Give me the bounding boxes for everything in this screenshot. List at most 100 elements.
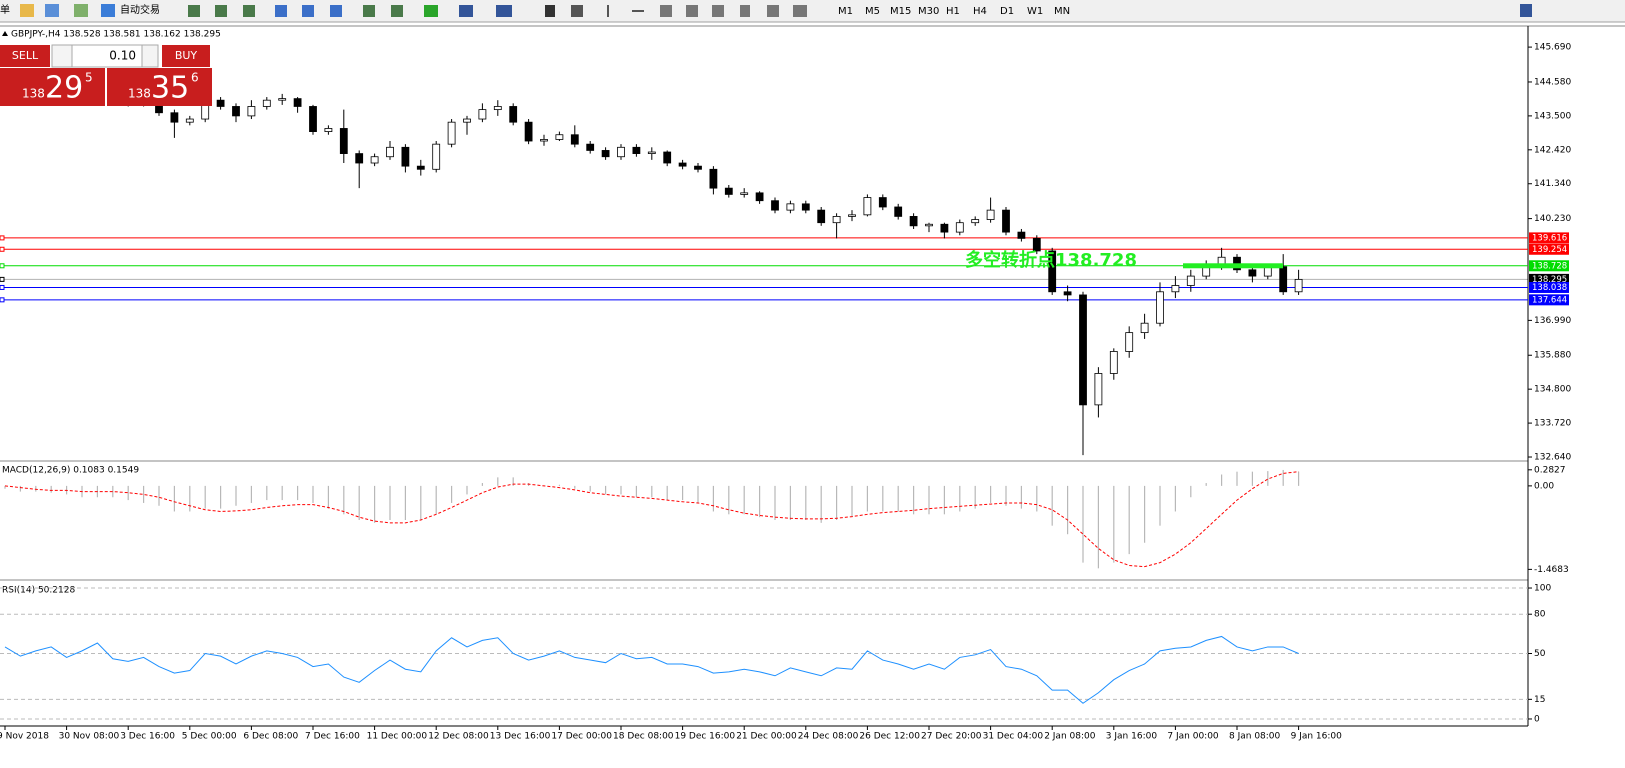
level-handle [0, 276, 5, 282]
y-tick-label: 132.640 [1534, 453, 1571, 463]
level-handle [0, 246, 5, 252]
bid-mid: 29 [45, 71, 83, 106]
auto-trade-button[interactable]: 自动交易 [120, 3, 160, 16]
timeframe-button[interactable]: M15 [890, 6, 911, 17]
candle-body [262, 99, 271, 107]
sell-button[interactable] [0, 45, 50, 67]
rsi-title: RSI(14) 50.2128 [2, 586, 75, 596]
icon[interactable] [660, 5, 672, 17]
bid-box[interactable] [0, 68, 105, 106]
lot-down[interactable] [51, 44, 73, 68]
lot-value: 0.10 [109, 49, 136, 63]
icon[interactable] [330, 5, 342, 17]
candle-body [355, 153, 364, 164]
icon[interactable] [275, 5, 287, 17]
icon[interactable] [215, 5, 227, 17]
x-tick-label: 2 Jan 08:00 [1044, 732, 1096, 742]
icon[interactable] [74, 4, 88, 17]
icon[interactable] [424, 5, 438, 17]
icon[interactable] [243, 5, 255, 17]
icon[interactable] [101, 4, 115, 17]
y-tick-label: 141.340 [1534, 179, 1571, 189]
x-tick-label: 8 Jan 08:00 [1229, 732, 1281, 742]
timeframe-button[interactable]: H4 [973, 6, 987, 17]
y-tick-label: 135.880 [1534, 351, 1571, 361]
lot-up[interactable] [141, 44, 159, 68]
y-tick-label: 100 [1534, 584, 1551, 594]
timeframe-button[interactable]: M5 [865, 6, 880, 17]
icon[interactable] [496, 5, 512, 17]
menu-item[interactable]: 单 [0, 4, 10, 16]
candle-body [1125, 332, 1134, 352]
icon[interactable] [607, 5, 609, 17]
candle-body [540, 139, 548, 142]
search-icon[interactable] [1520, 4, 1532, 17]
icon[interactable] [767, 5, 779, 17]
candle-body [1279, 266, 1288, 293]
candle-body [463, 118, 471, 123]
x-tick-label: 27 Dec 20:00 [921, 732, 982, 742]
candle-body [293, 98, 302, 107]
level-label-bg [1529, 273, 1569, 285]
x-tick-label: 21 Dec 00:00 [736, 732, 797, 742]
icon[interactable] [712, 5, 724, 17]
timeframe-button[interactable]: H1 [946, 6, 960, 17]
candle-body [678, 162, 687, 167]
candle-body [1171, 285, 1180, 293]
y-tick-label: 80 [1534, 610, 1546, 620]
candle-body [1140, 322, 1149, 334]
x-tick-label: 24 Dec 08:00 [798, 732, 859, 742]
timeframe-button[interactable]: D1 [1000, 6, 1014, 17]
x-tick-label: 9 Jan 16:00 [1291, 732, 1343, 742]
icon[interactable] [45, 4, 59, 17]
icon[interactable] [793, 5, 807, 17]
candle-body [555, 134, 564, 140]
y-tick-label: 142.420 [1534, 145, 1571, 155]
candle-body [586, 143, 595, 151]
x-tick-label: 19 Dec 16:00 [675, 732, 736, 742]
icon[interactable] [571, 5, 583, 17]
candle-body [309, 106, 317, 132]
candle-body [1048, 250, 1057, 293]
y-tick-label: 0.00 [1534, 481, 1554, 491]
timeframe-button[interactable]: M1 [838, 6, 853, 17]
timeframe-button[interactable]: W1 [1027, 6, 1043, 17]
candle-body [416, 165, 425, 170]
icon[interactable] [391, 5, 403, 17]
x-tick-label: 13 Dec 16:00 [490, 732, 551, 742]
bid-small: 5 [85, 71, 93, 85]
level-handle [0, 263, 5, 269]
candle-body [1063, 291, 1072, 296]
y-tick-label: 134.800 [1534, 385, 1571, 395]
icon[interactable] [686, 5, 698, 17]
icon[interactable] [545, 5, 555, 17]
level-label: 139.616 [1532, 233, 1567, 243]
collapse-arrow[interactable] [2, 31, 8, 36]
icon[interactable] [740, 5, 750, 17]
icon[interactable] [632, 10, 644, 12]
level-label: 138.038 [1532, 283, 1567, 293]
candle-body [447, 121, 456, 145]
candle-body [401, 146, 410, 167]
timeframe-button[interactable]: M30 [918, 6, 939, 17]
buy-button[interactable] [162, 45, 210, 67]
x-tick-label: 7 Jan 00:00 [1167, 732, 1219, 742]
candle-body [509, 106, 518, 123]
candle-body [986, 209, 995, 220]
icon[interactable] [20, 4, 34, 17]
candle-body [278, 98, 287, 101]
icon[interactable] [459, 5, 473, 17]
icon[interactable] [302, 5, 314, 17]
toolbar-bg [0, 0, 1625, 22]
icon[interactable] [188, 5, 200, 17]
ask-box[interactable] [107, 68, 212, 106]
level-label-bg [1529, 232, 1569, 244]
icon[interactable] [363, 5, 375, 17]
candle-body [478, 109, 487, 120]
x-tick-label: 3 Dec 16:00 [120, 732, 175, 742]
y-tick-label: 133.720 [1534, 419, 1571, 429]
candle-body [894, 206, 903, 217]
y-tick-label: 136.990 [1534, 316, 1571, 326]
timeframe-button[interactable]: MN [1054, 6, 1070, 17]
